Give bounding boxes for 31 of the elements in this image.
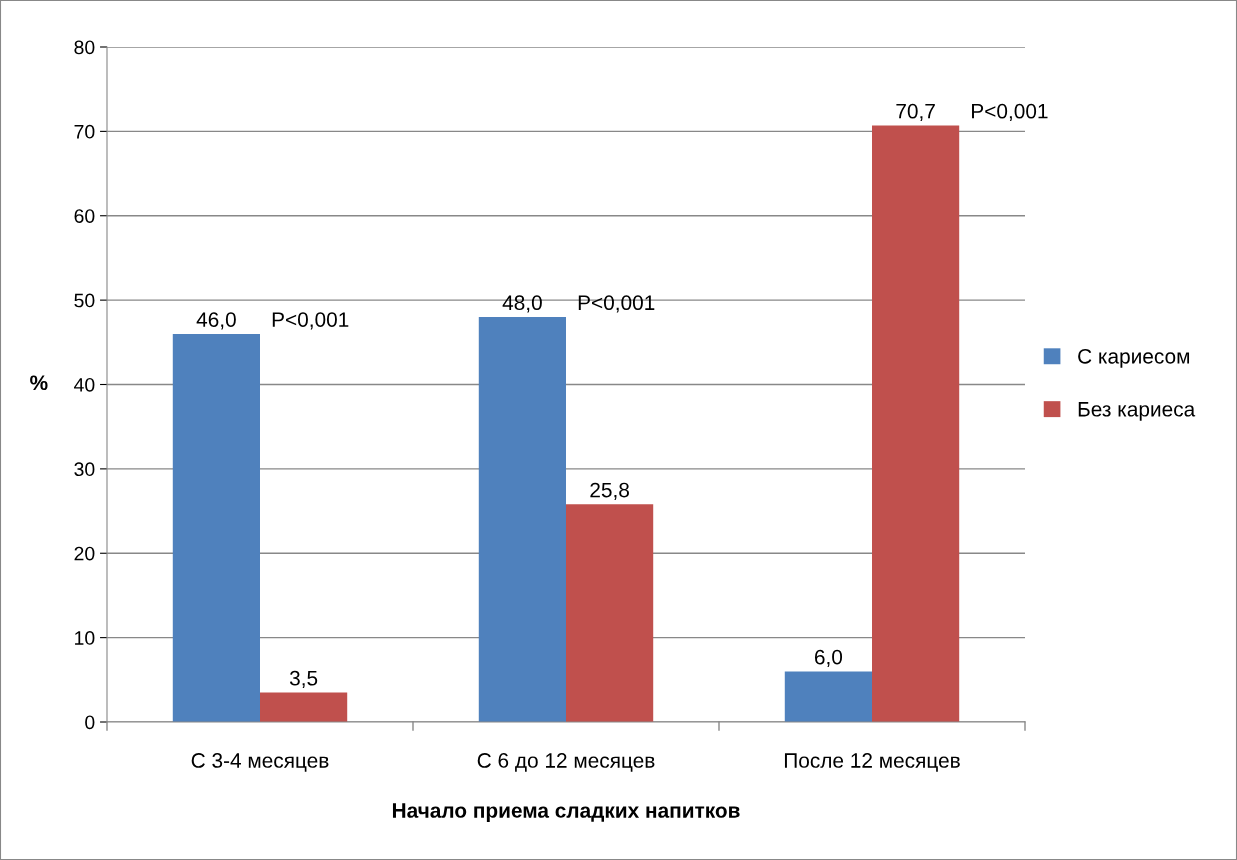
data-label: 48,0: [502, 295, 542, 313]
y-tick-label: 30: [74, 462, 95, 477]
x-axis-title: Начало приема сладких напитков: [392, 803, 740, 822]
y-tick-label: 60: [74, 209, 95, 223]
bar: [872, 125, 960, 722]
bar: [478, 317, 566, 722]
x-tick-label: После 12 месяцев: [784, 753, 960, 772]
data-label: 3,5: [289, 670, 318, 689]
bar: [260, 692, 348, 722]
y-tick-label: 50: [74, 293, 95, 308]
bar: [172, 333, 260, 722]
y-axis-title: %: [30, 375, 48, 391]
legend-label: С кариесом: [1078, 348, 1190, 368]
y-tick-label: 40: [74, 377, 95, 392]
data-label: 6,0: [814, 649, 843, 667]
data-label: 25,8: [590, 482, 629, 500]
x-tick-label: С 3-4 месяцев: [191, 753, 329, 772]
data-label: 70,7: [896, 103, 935, 122]
bar: [566, 504, 654, 722]
y-tick-label: 10: [75, 631, 95, 645]
bar: [784, 671, 872, 722]
y-tick-label: 70: [74, 124, 95, 139]
annotation: P<0,001: [578, 295, 655, 313]
data-label: 46,0: [196, 312, 236, 330]
legend-label: Без кариеса: [1078, 402, 1196, 421]
y-tick-label: 0: [85, 715, 95, 730]
annotation: P<0,001: [972, 103, 1048, 122]
y-tick-label: 20: [74, 546, 95, 561]
annotation: P<0,001: [272, 312, 349, 330]
x-tick-label: С 6 до 12 месяцев: [477, 753, 655, 772]
y-tick-label: 80: [74, 40, 95, 55]
